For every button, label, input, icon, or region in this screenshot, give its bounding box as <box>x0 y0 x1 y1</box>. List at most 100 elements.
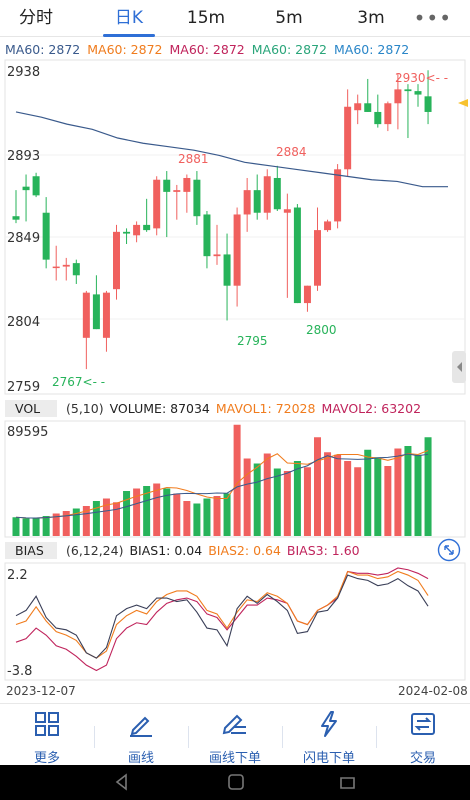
candle-body <box>394 89 402 104</box>
home-icon[interactable] <box>226 772 246 792</box>
candle-body <box>213 254 221 257</box>
candle-body <box>364 103 372 112</box>
trade-label: 交易 <box>409 751 436 766</box>
start-date: 2023-12-07 <box>6 684 76 698</box>
more-button[interactable]: 更多 <box>0 704 94 766</box>
volume-bar <box>32 518 40 536</box>
candle-body <box>344 106 352 170</box>
candle-body <box>283 209 291 213</box>
candle-body <box>153 179 161 229</box>
draw-line-icon <box>130 716 152 737</box>
bias-chart[interactable]: 2.2 -3.8 <box>0 562 470 684</box>
price-axis-label: 2804 <box>7 315 40 330</box>
volume-params: (5,10) <box>66 401 104 416</box>
bias3-value: BIAS3: 1.60 <box>286 543 360 558</box>
candle-body <box>203 214 211 257</box>
volume-bar <box>354 467 362 536</box>
bias-chart-frame <box>4 562 466 681</box>
trade-button[interactable]: 交易 <box>376 704 470 766</box>
ma-legend-item: MA60: 2872 <box>251 42 327 57</box>
candle-body <box>133 224 141 236</box>
candles-layer <box>12 70 432 370</box>
trade-icon <box>411 713 435 735</box>
candle-body <box>324 221 332 231</box>
volume-bar <box>22 518 30 536</box>
more-label: 更多 <box>33 751 60 766</box>
volume-bar <box>334 454 342 536</box>
ma-legend-item: MA60: 2872 <box>87 42 163 57</box>
candle-body <box>193 179 201 217</box>
volume-bar <box>42 516 50 536</box>
volume-bar <box>52 513 60 536</box>
candle-body <box>72 263 80 276</box>
candle-body <box>22 186 30 191</box>
recents-icon[interactable] <box>338 772 358 792</box>
price-axis-label: 2938 <box>7 65 40 80</box>
volume-max-label: 89595 <box>7 425 48 440</box>
ma60-line <box>15 111 448 188</box>
draw-line-button[interactable]: 画线 <box>94 704 188 766</box>
volume-bar <box>113 502 120 536</box>
tab-5m[interactable]: 5m <box>275 8 303 28</box>
grid-icon <box>35 712 59 736</box>
price-annotation: 2884 <box>276 145 307 159</box>
volume-bar <box>263 453 271 536</box>
mavol2-value: MAVOL2: 63202 <box>321 401 422 416</box>
volume-bar <box>314 437 321 536</box>
candle-body <box>163 179 171 192</box>
volume-chart-frame <box>4 420 466 538</box>
volume-bar <box>233 424 241 536</box>
candle-body <box>374 111 382 125</box>
volume-bar <box>72 508 80 536</box>
candle-body <box>32 176 40 196</box>
system-nav-bar <box>0 765 470 800</box>
volume-bar <box>243 458 251 536</box>
more-menu-icon[interactable]: ••• <box>413 6 452 30</box>
candle-body <box>42 212 50 260</box>
tab-timeshare[interactable]: 分时 <box>19 8 53 28</box>
candle-body <box>12 216 20 220</box>
volume-indicator-tag[interactable]: VOL <box>5 400 57 417</box>
kline-chart[interactable]: 2938 2893 2849 2804 2759 2767<- - 2930<-… <box>0 58 470 396</box>
candle-body <box>82 292 90 338</box>
candle-body <box>113 231 120 290</box>
candle-body <box>273 177 281 210</box>
volume-bar <box>384 466 392 536</box>
volume-bar <box>303 467 311 536</box>
lightning-order-button[interactable]: 闪电下单 <box>282 704 376 766</box>
volume-bar <box>92 501 100 536</box>
back-icon[interactable] <box>112 772 132 792</box>
candle-body <box>102 292 110 338</box>
mavol1-value: MAVOL1: 72028 <box>215 401 316 416</box>
volume-bar <box>123 491 131 536</box>
volume-bar <box>293 461 301 536</box>
volume-bar <box>183 501 191 536</box>
bias1-value: BIAS1: 0.04 <box>129 543 203 558</box>
volume-bar <box>163 488 171 536</box>
fullscreen-toggle-icon[interactable] <box>437 538 461 562</box>
volume-bar <box>374 457 382 536</box>
price-axis-label: 2893 <box>7 149 40 164</box>
mavol2-line <box>15 453 429 519</box>
bias-header: BIAS (6,12,24) BIAS1: 0.04 BIAS2: 0.64 BIAS… <box>0 538 470 562</box>
ma-legend-item: MA60: 2872 <box>169 42 245 57</box>
volume-bar <box>424 437 432 536</box>
volume-bar <box>82 506 90 536</box>
tab-3m[interactable]: 3m <box>357 8 385 28</box>
candle-body <box>384 103 392 125</box>
volume-bar <box>213 496 221 536</box>
candle-body <box>293 207 301 304</box>
volume-chart[interactable]: 89595 <box>0 420 470 538</box>
candle-body <box>414 91 422 95</box>
active-tab-indicator <box>103 34 155 37</box>
volume-bar <box>414 454 422 536</box>
tab-15m[interactable]: 15m <box>186 8 226 28</box>
candle-body <box>404 89 412 92</box>
draw-order-button[interactable]: 画线下单 <box>188 704 282 766</box>
tab-daily-k[interactable]: 日K <box>114 8 144 28</box>
bias-indicator-tag[interactable]: BIAS <box>5 542 57 559</box>
ma-legend-item: MA60: 2872 <box>334 42 410 57</box>
candle-body <box>52 266 60 269</box>
volume-bar <box>283 471 291 536</box>
candle-body <box>303 285 311 304</box>
